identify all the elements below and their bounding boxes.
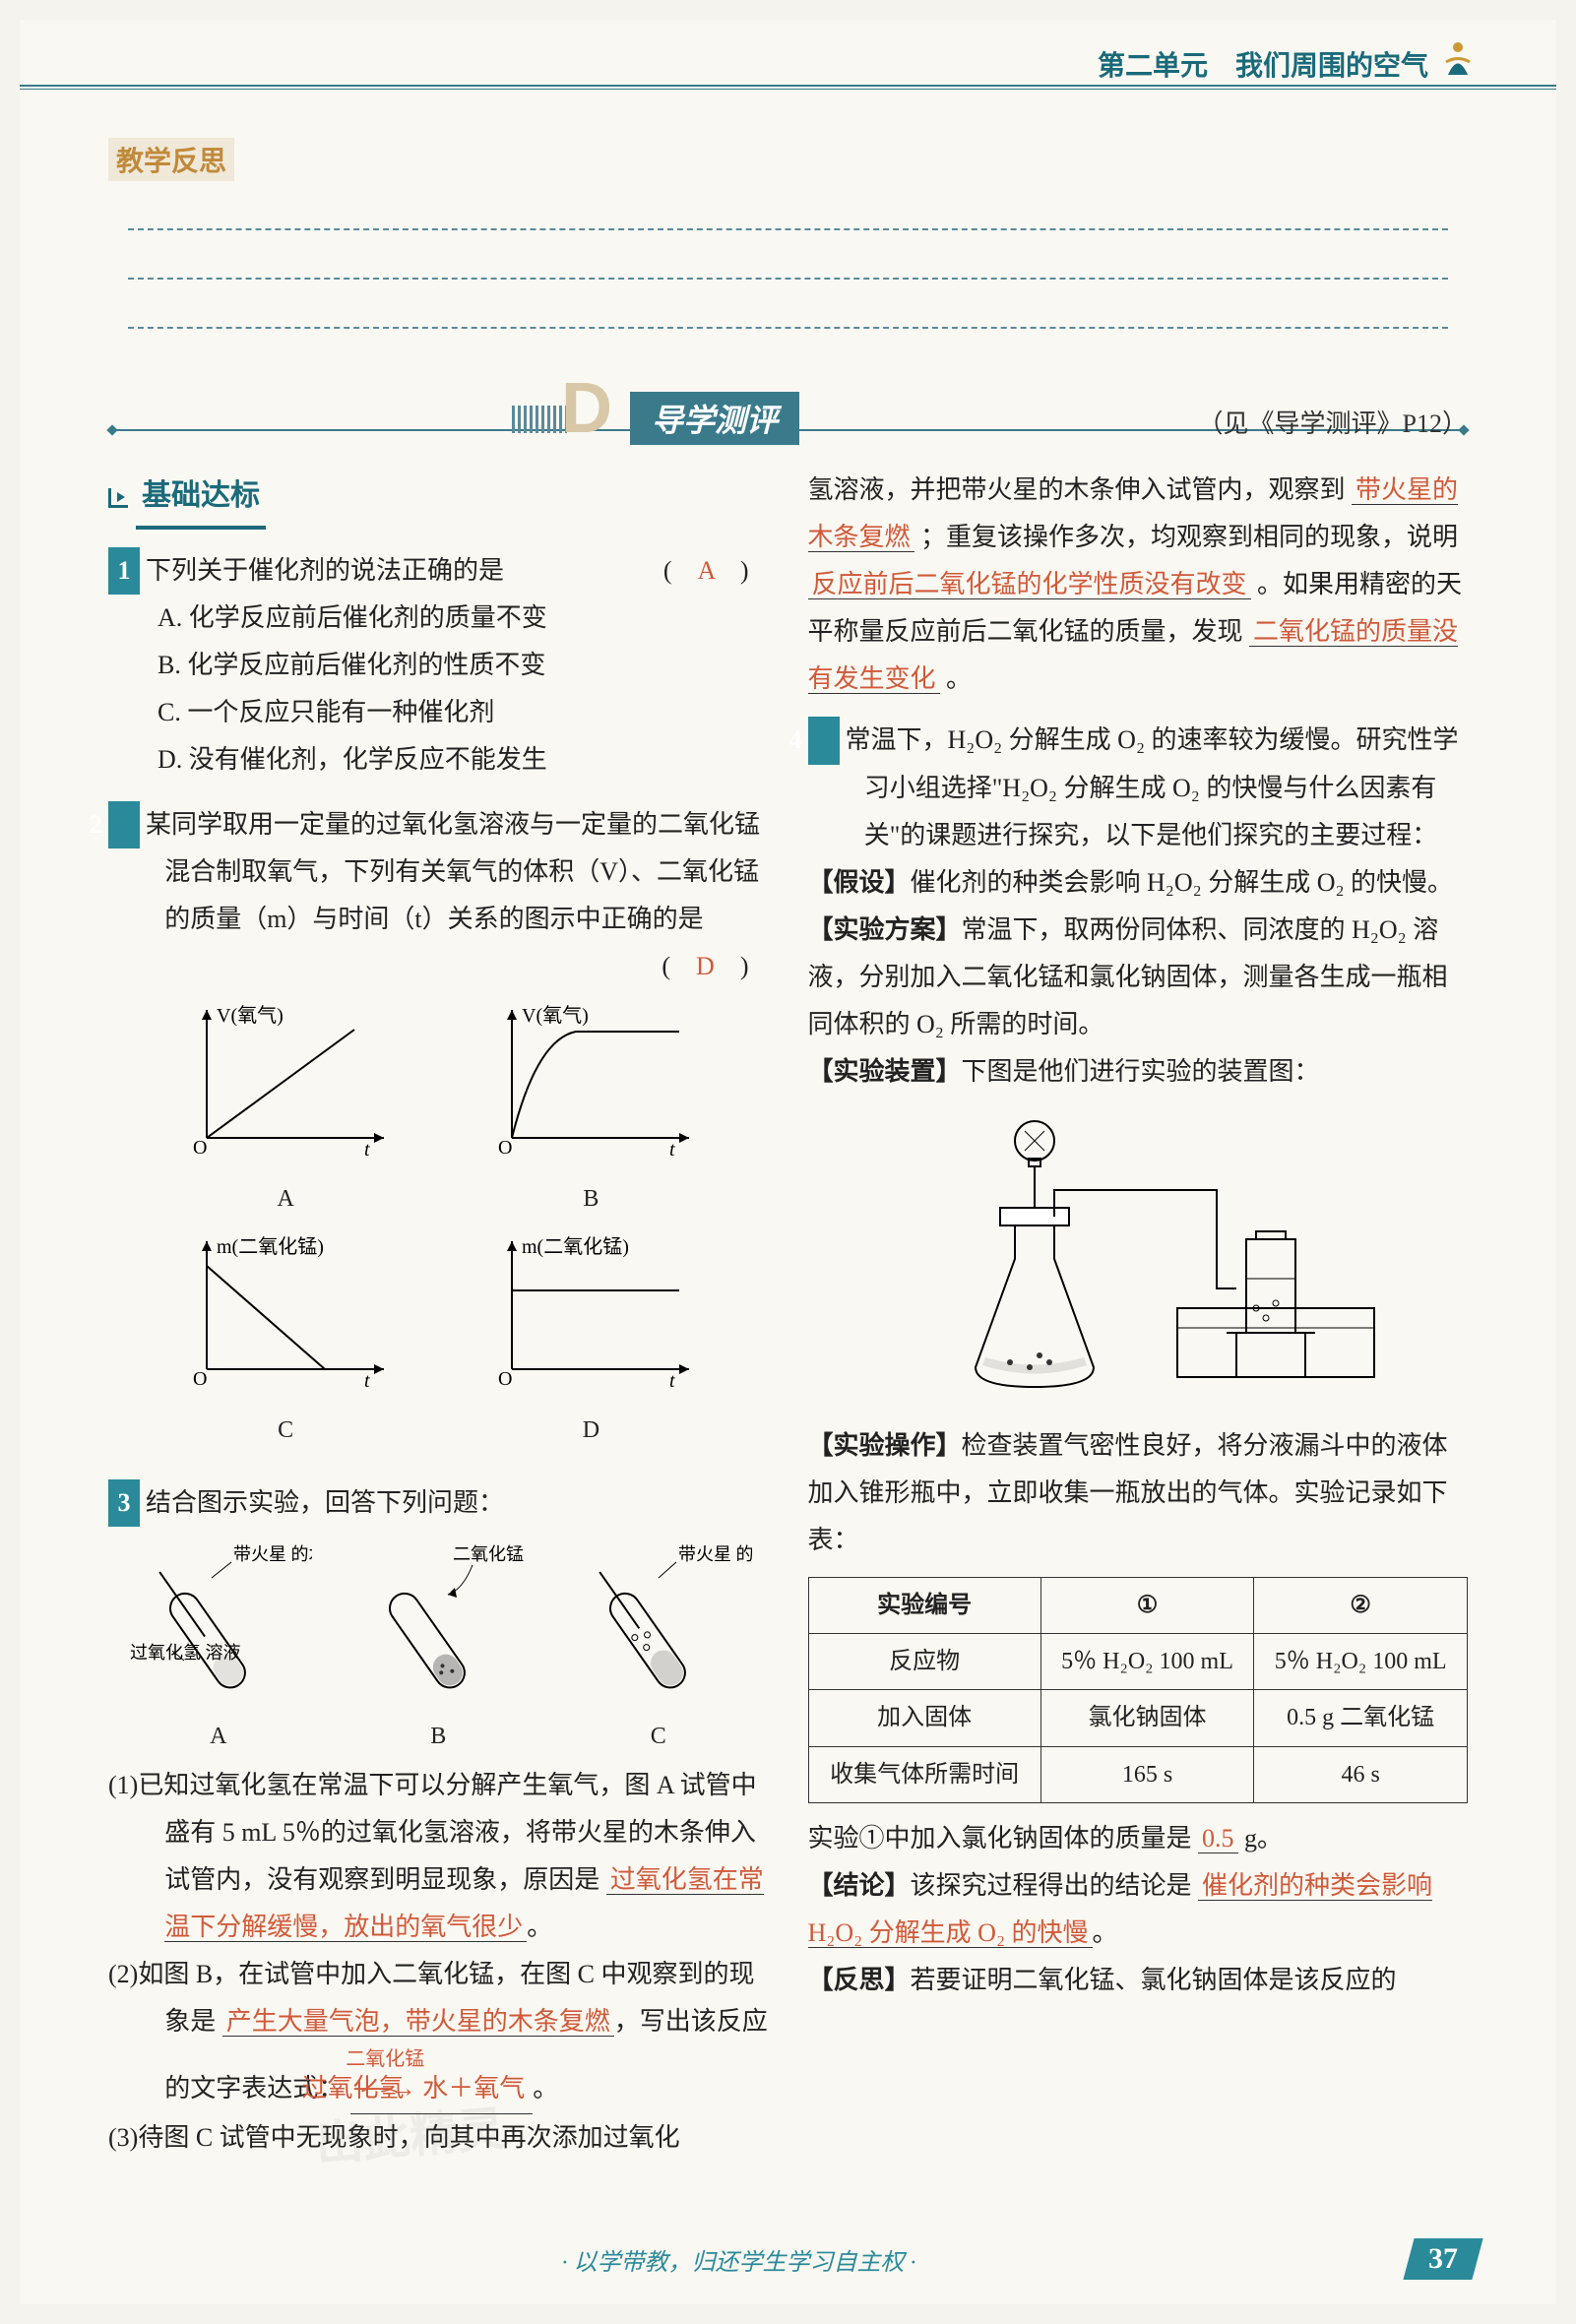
reflection-line: [128, 181, 1448, 230]
page: 第二单元 我们周围的空气 教学反思 D 导学测评 （见《导学测评》P12） 基础…: [20, 20, 1556, 2304]
svg-text:m(二氧化锰): m(二氧化锰): [522, 1235, 629, 1258]
th-exp-2: ②: [1254, 1577, 1468, 1633]
apparatus-diagram: [882, 1111, 1394, 1407]
banner-reference: （见《导学测评》P12）: [1198, 404, 1468, 440]
question-3: 3结合图示实验，回答下列问题： 带火星 的木条: [108, 1479, 769, 2161]
left-column: 基础达标 1下列关于催化剂的说法正确的是 ( A ) A. 化学反应前后催化剂的…: [108, 467, 769, 2179]
chart-c: m(二氧化锰) O t C: [148, 1231, 423, 1452]
banner-letter: D: [561, 368, 612, 449]
banner-title: 导学测评: [630, 392, 799, 445]
svg-text:带火星 的木条: 带火星 的木条: [678, 1544, 752, 1564]
q3-p3-text: (3)待图 C 试管中无现象时，向其中再次添加过氧化: [108, 2123, 680, 2152]
arrow-icon: [108, 488, 128, 508]
svg-text:t: t: [669, 1139, 675, 1158]
table-cell: 反应物: [808, 1633, 1040, 1689]
label-plan: 【实验方案】: [808, 915, 962, 944]
header-rule: [20, 85, 1556, 90]
subheading-basics: 基础达标: [136, 467, 266, 530]
svg-text:t: t: [364, 1139, 370, 1158]
table-cell: 46 s: [1254, 1746, 1468, 1802]
q-number: 1: [108, 547, 140, 595]
experiment-table: 实验编号 ① ② 反应物 5％ H₂O₂ 100 mL 5％ H₂O₂ 100 …: [808, 1577, 1469, 1804]
q2-answer: D: [696, 952, 715, 980]
reflection-line: [128, 280, 1448, 329]
q-number: 4: [808, 717, 840, 764]
q2-stem: 某同学取用一定量的过氧化氢溶液与一定量的二氧化锰混合制取氧气，下列有关氧气的体积…: [146, 810, 760, 933]
q1-answer: A: [697, 556, 714, 585]
q4-reflect-text: 若要证明二氧化锰、氯化钠固体是该反应的: [911, 1966, 1397, 1994]
svg-text:O: O: [193, 1137, 207, 1158]
question-4: 4常温下，H₂O₂ 分解生成 O₂ 的速率较为缓慢。研究性学习小组选择"H₂O₂…: [808, 717, 1469, 2004]
svg-text:带火星 的木条: 带火星 的木条: [233, 1544, 312, 1564]
page-number: 37: [1403, 2238, 1482, 2280]
q4-hypothesis: 催化剂的种类会影响 H₂O₂ 分解生成 O₂ 的快慢。: [911, 868, 1454, 897]
svg-text:O: O: [498, 1368, 512, 1389]
q4-concl-prefix: 该探究过程得出的结论是: [911, 1871, 1192, 1900]
content-columns: 基础达标 1下列关于催化剂的说法正确的是 ( A ) A. 化学反应前后催化剂的…: [108, 467, 1468, 2179]
table-cell: 氯化钠固体: [1040, 1690, 1254, 1746]
q1-opt-a: A. 化学反应前后催化剂的质量不变: [108, 595, 769, 642]
q3-stem: 结合图示实验，回答下列问题：: [146, 1488, 504, 1517]
q1-opt-d: D. 没有催化剂，化学反应不能发生: [108, 736, 769, 784]
q-number: 2: [108, 801, 140, 848]
tube-diagram: 带火星 的木条 过氧化氢 溶液 A: [108, 1527, 769, 1761]
th-exp-no: 实验编号: [808, 1577, 1040, 1633]
label-conclusion: 【结论】: [808, 1871, 911, 1900]
q3-cont-1: 氢溶液，并把带火星的木条伸入试管内，观察到: [808, 475, 1346, 504]
q3-p2-fill: 产生大量气泡，带火星的木条复燃: [222, 2007, 614, 2037]
svg-text:O: O: [498, 1137, 512, 1158]
chart-grid: V(氧气) O t A: [108, 990, 769, 1462]
label-reflect: 【反思】: [808, 1966, 911, 1994]
reflection-section: 教学反思: [108, 138, 1468, 329]
chart-b: V(氧气) O t B: [453, 1000, 728, 1221]
right-column: 氢溶液，并把带火星的木条伸入试管内，观察到 带火星的木条复燃 ；重复该操作多次，…: [808, 467, 1469, 2179]
q1-opt-c: C. 一个反应只能有一种催化剂: [108, 689, 769, 736]
table-cell: 加入固体: [808, 1690, 1040, 1746]
tube-c: 带火星 的木条 C: [565, 1540, 752, 1757]
section-banner: D 导学测评 （见《导学测评》P12）: [108, 378, 1468, 437]
svg-text:t: t: [364, 1370, 370, 1389]
unit-title: 第二单元 我们周围的空气: [1098, 44, 1428, 84]
q4-apparatus-text: 下图是他们进行实验的装置图：: [962, 1057, 1320, 1086]
q4-mass-fill: 0.5: [1198, 1824, 1238, 1853]
question-2: 2某同学取用一定量的过氧化氢溶液与一定量的二氧化锰混合制取氧气，下列有关氧气的体…: [108, 801, 769, 1462]
reflection-line: [128, 230, 1448, 280]
person-logo-icon: [1438, 37, 1478, 77]
svg-text:二氧化锰: 二氧化锰: [453, 1544, 524, 1564]
table-cell: 5％ H₂O₂ 100 mL: [1254, 1633, 1468, 1689]
table-cell: 收集气体所需时间: [808, 1746, 1040, 1802]
q3-cont-fill2: 反应前后二氧化锰的化学性质没有改变: [808, 570, 1251, 599]
question-1: 1下列关于催化剂的说法正确的是 ( A ) A. 化学反应前后催化剂的质量不变 …: [108, 547, 769, 784]
tube-b: 二氧化锰 B: [345, 1540, 532, 1757]
reaction-equation: 过氧化氢 二氧化锰──→ 水＋氧气: [350, 2045, 534, 2113]
q1-stem: 下列关于催化剂的说法正确的是: [146, 556, 504, 585]
th-exp-1: ①: [1040, 1577, 1254, 1633]
svg-text:m(二氧化锰): m(二氧化锰): [217, 1235, 324, 1258]
footer: · 以学带教，归还学生学习自主权 · 37: [20, 2238, 1556, 2280]
tube-a: 带火星 的木条 过氧化氢 溶液 A: [125, 1540, 312, 1757]
q4-intro: 常温下，H₂O₂ 分解生成 O₂ 的速率较为缓慢。研究性学习小组选择"H₂O₂ …: [846, 725, 1459, 848]
svg-text:V(氧气): V(氧气): [217, 1004, 284, 1027]
svg-text:过氧化氢 溶液: 过氧化氢 溶液: [130, 1643, 241, 1663]
footer-text: · 以学带教，归还学生学习自主权 ·: [98, 2242, 1379, 2277]
svg-text:V(氧气): V(氧气): [522, 1004, 589, 1027]
label-apparatus: 【实验装置】: [808, 1057, 962, 1086]
label-operation: 【实验操作】: [808, 1431, 962, 1460]
table-cell: 165 s: [1040, 1746, 1254, 1802]
svg-text:O: O: [193, 1368, 207, 1389]
svg-text:t: t: [669, 1370, 675, 1389]
chart-d: m(二氧化锰) O t D: [453, 1231, 728, 1452]
reflection-title: 教学反思: [108, 138, 234, 181]
table-cell: 5％ H₂O₂ 100 mL: [1040, 1633, 1254, 1689]
q-number: 3: [108, 1479, 140, 1527]
q1-opt-b: B. 化学反应前后催化剂的性质不变: [108, 642, 769, 689]
label-hypothesis: 【假设】: [808, 868, 911, 897]
chart-a: V(氧气) O t A: [148, 1000, 423, 1221]
q4-after-table: 实验①中加入氯化钠固体的质量是: [808, 1824, 1192, 1853]
table-cell: 0.5 g 二氧化锰: [1254, 1690, 1468, 1746]
